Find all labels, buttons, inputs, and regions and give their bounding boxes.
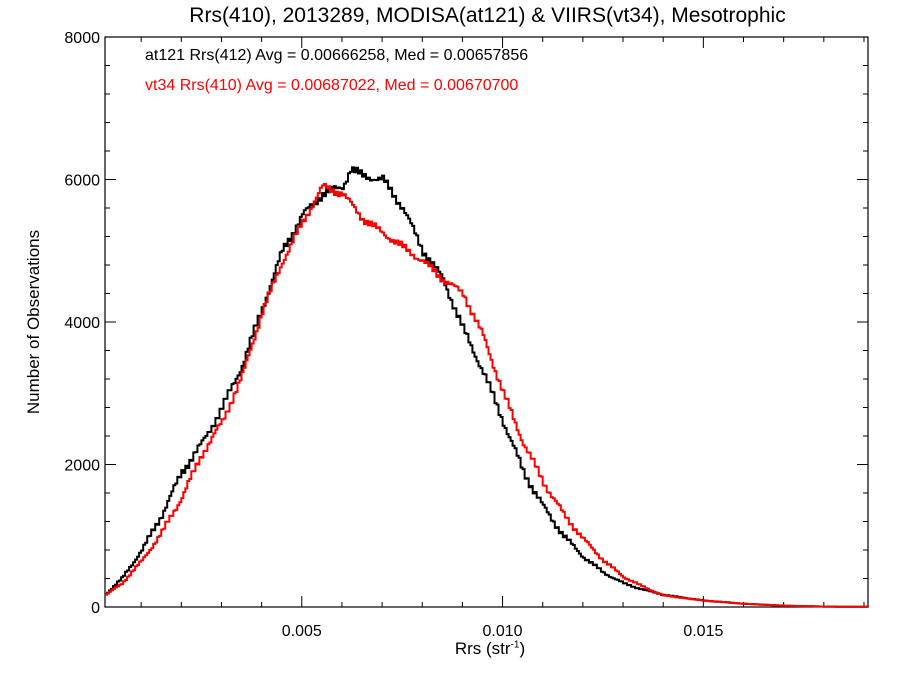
x-axis-label-end: ) xyxy=(519,639,526,658)
y-tick-label: 0 xyxy=(91,600,100,617)
chart-title: Rrs(410), 2013289, MODISA(at121) & VIIRS… xyxy=(189,4,786,27)
y-axis-label: Number of Observations xyxy=(24,229,43,415)
x-axis-label-base: Rrs (str xyxy=(454,639,511,658)
x-tick-label: 0.005 xyxy=(282,623,322,640)
y-tick-label: 2000 xyxy=(64,458,100,475)
plot-frame xyxy=(104,36,869,608)
x-tick-label: 0.015 xyxy=(683,623,723,640)
legend-entry-vt34: vt34 Rrs(410) Avg = 0.00687022, Med = 0.… xyxy=(145,77,519,94)
series-line-at121 xyxy=(105,166,869,608)
x-tick-label: 0.010 xyxy=(483,623,523,640)
x-axis-label: Rrs (str-1) xyxy=(400,639,580,659)
y-tick-label: 4000 xyxy=(64,315,100,332)
legend-entry-at121: at121 Rrs(412) Avg = 0.00666258, Med = 0… xyxy=(145,47,529,64)
x-axis-label-sup: -1 xyxy=(510,639,520,651)
series-line-vt34 xyxy=(105,183,869,608)
y-tick-label: 8000 xyxy=(64,30,100,47)
y-tick-label: 6000 xyxy=(64,173,100,190)
